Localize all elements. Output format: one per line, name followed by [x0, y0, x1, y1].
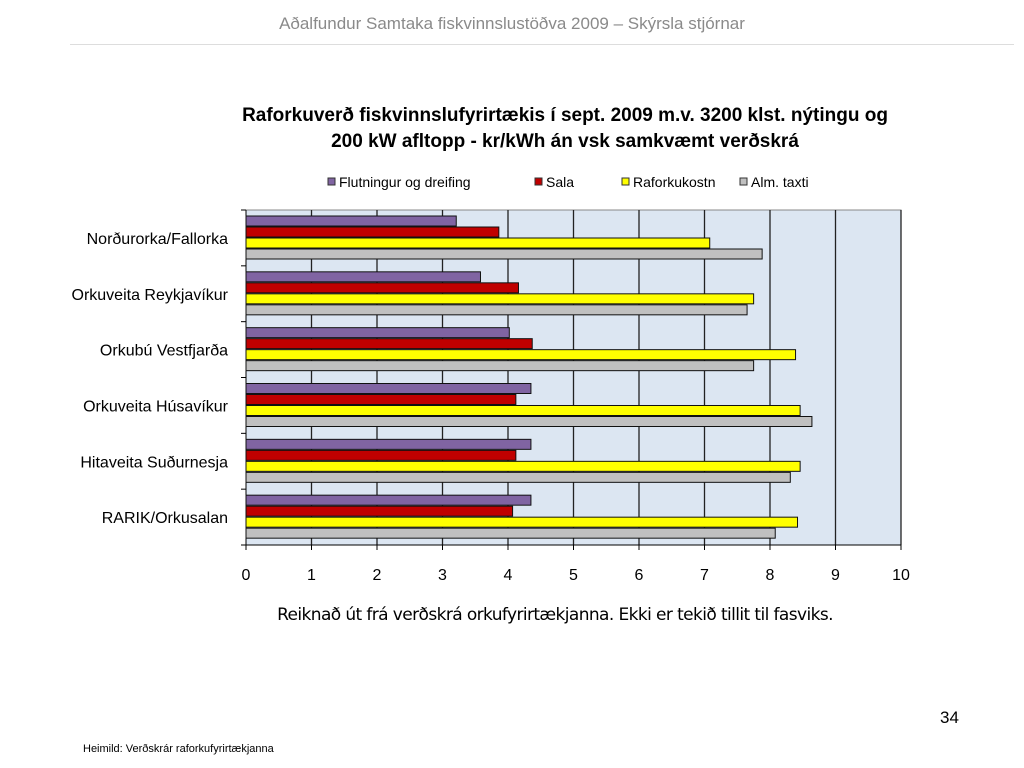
bar-flutningur-og-dreifing [245, 438, 532, 450]
bar-raforkukostn [245, 405, 801, 416]
legend-label: Raforkukostn [633, 174, 715, 190]
bar-raforkukostn [245, 516, 799, 528]
category-label: Norðurorka/Fallorka [87, 231, 228, 248]
bar-raforkukostn [245, 293, 755, 305]
bar-flutningur-og-dreifing [245, 383, 532, 394]
bar-alm-taxti [245, 527, 776, 539]
page-number: 34 [940, 708, 959, 727]
legend-swatch [327, 177, 336, 186]
x-tick-label: 8 [766, 567, 775, 584]
bar-alm-taxti [245, 416, 813, 427]
category-label: Hitaveita Suðurnesja [80, 454, 228, 471]
slide-header: Aðalfundur Samtaka fiskvinnslustöðva 200… [279, 14, 745, 33]
bar-sala [245, 394, 517, 405]
bar-raforkukostn [245, 349, 797, 361]
chart-title-line1: Raforkuverð fiskvinnslufyrirtækis í sept… [242, 105, 888, 126]
bar-alm-taxti [245, 471, 791, 483]
x-tick-label: 9 [831, 567, 840, 584]
bar-alm-taxti [245, 304, 748, 316]
x-tick-label: 4 [504, 567, 513, 584]
source-note: Heimild: Verðskrár raforkufyrirtækjanna [83, 743, 274, 755]
bar-alm-taxti [245, 248, 763, 260]
x-tick-label: 5 [569, 567, 578, 584]
category-label: Orkuveita Húsavíkur [83, 398, 229, 415]
category-label: Orkuveita Reykjavíkur [72, 287, 229, 304]
legend-swatch [534, 177, 543, 186]
bar-flutningur-og-dreifing [245, 327, 510, 339]
bar-sala [245, 338, 533, 350]
x-tick-label: 3 [438, 567, 447, 584]
bar-flutningur-og-dreifing [245, 271, 481, 283]
chart-title-line2: 200 kW afltopp - kr/kWh án vsk samkvæmt … [331, 131, 799, 152]
legend-label: Sala [546, 174, 574, 190]
chart-note: Reiknað út frá verðskrá orkufyrirtækjann… [277, 605, 833, 625]
legend-label: Alm. taxti [751, 174, 809, 190]
category-label: RARIK/Orkusalan [102, 510, 228, 527]
x-tick-label: 7 [700, 567, 709, 584]
bar-sala [245, 505, 514, 517]
legend-swatch [739, 177, 748, 186]
legend-label: Flutningur og dreifing [339, 174, 471, 190]
bar-sala [245, 282, 519, 294]
x-tick-label: 10 [892, 567, 910, 584]
legend: Flutningur og dreifing Sala Raforkukostn Al… [327, 174, 809, 190]
bar-raforkukostn [245, 237, 711, 249]
legend-swatch [621, 177, 630, 186]
x-tick-label: 0 [242, 567, 251, 584]
chart-title: Raforkuverð fiskvinnslufyrirtækis í sept… [170, 103, 960, 155]
header-divider [70, 44, 1014, 45]
bar-flutningur-og-dreifing [245, 215, 457, 227]
bar-flutningur-og-dreifing [245, 494, 532, 506]
x-tick-label: 6 [635, 567, 644, 584]
bar-sala [245, 226, 500, 238]
x-tick-label: 1 [307, 567, 316, 584]
bar-raforkukostn [245, 460, 801, 472]
x-tick-label: 2 [373, 567, 382, 584]
category-label: Orkubú Vestfjarða [100, 343, 228, 360]
bar-alm-taxti [245, 360, 755, 372]
bar-sala [245, 449, 517, 461]
